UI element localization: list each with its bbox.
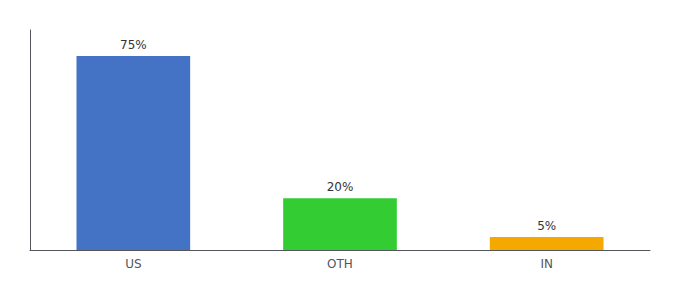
svg-text:IN: IN xyxy=(540,257,553,271)
svg-text:OTH: OTH xyxy=(327,257,353,271)
svg-text:20%: 20% xyxy=(327,180,354,194)
svg-text:5%: 5% xyxy=(537,219,556,233)
svg-text:US: US xyxy=(125,257,141,271)
svg-text:75%: 75% xyxy=(120,38,147,52)
